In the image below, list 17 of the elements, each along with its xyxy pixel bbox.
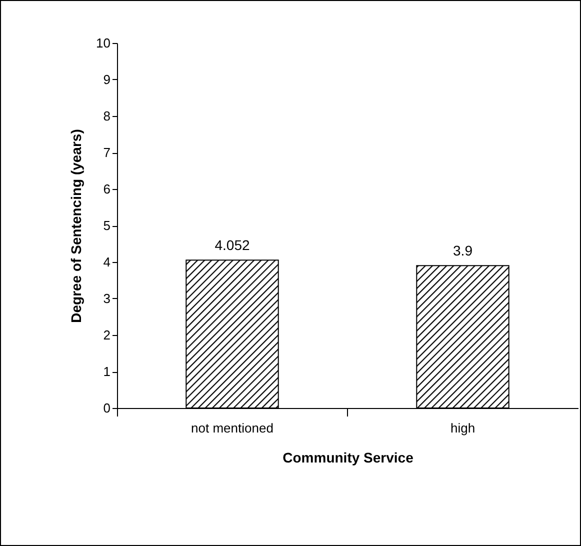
y-tick-label: 0 — [103, 400, 110, 416]
y-tick-label: 4 — [103, 254, 110, 270]
y-axis-title: Degree of Sentencing (years) — [68, 129, 84, 323]
y-tick-label: 9 — [103, 72, 110, 87]
x-tick-label: high — [450, 420, 476, 436]
y-tick-label: 7 — [103, 145, 110, 160]
y-tick-label: 8 — [103, 108, 110, 124]
x-tick-label: not mentioned — [191, 420, 274, 436]
y-tick-label: 5 — [103, 218, 110, 233]
y-tick-label: 10 — [96, 36, 110, 50]
y-tick-label: 1 — [103, 364, 110, 379]
y-tick-label: 2 — [103, 328, 110, 342]
data-label: 4.052 — [214, 237, 250, 254]
data-label: 3.9 — [453, 242, 473, 259]
y-tick-label: 6 — [103, 182, 110, 196]
y-tick-label: 3 — [103, 291, 110, 306]
x-axis-title: Community Service — [282, 450, 414, 466]
